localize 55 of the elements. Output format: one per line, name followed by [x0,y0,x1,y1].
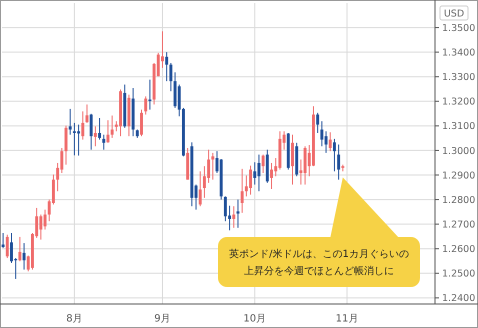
candlestick [77,124,80,156]
candlestick [169,62,172,92]
candlestick [236,199,240,228]
candlestick [249,165,252,196]
candlestick [98,117,102,140]
candlestick [324,130,328,154]
candlestick [165,52,168,82]
y-tick-label: 1.3300 [442,72,476,84]
candlestick [94,126,97,147]
y-tick-label: 1.3000 [442,146,476,157]
candlestick [320,120,324,147]
x-tick-label: 10月 [243,314,266,324]
candlestick [2,232,5,248]
annotation: 英ポンド/米ドルは、この1カ月ぐらいの上昇分を今週でほとんど帳消しに [229,248,409,277]
candlestick [106,120,110,144]
candlestick [270,162,273,190]
y-tick-label: 1.3200 [442,96,476,108]
candlestick [144,96,148,116]
candlestick [262,154,265,174]
candlestick [72,122,76,156]
y-tick-label: 1.2900 [442,170,476,182]
candlestick [291,134,294,186]
candlestick [211,152,214,180]
candlestick [68,108,72,136]
x-tick-label: 8月 [66,314,83,324]
candlestick [86,104,88,124]
candlestick [6,234,9,259]
candlestick [148,79,152,110]
y-tick-label: 1.3500 [442,22,476,34]
y-axis-title: USD [444,8,464,20]
candlestick [10,232,13,264]
y-tick-label: 1.2700 [442,219,476,230]
y-tick-label: 1.2800 [442,194,476,206]
candlestick [44,209,47,230]
candlestick [81,110,84,140]
candlestick [22,242,26,270]
x-tick-label: 9月 [154,314,171,324]
candlestick [337,144,340,180]
candlestick [140,109,143,137]
candlestick [39,214,42,240]
y-tick-label: 1.3400 [442,47,476,58]
candlestick [240,168,244,214]
candlestick [257,154,260,192]
candlestick [316,112,320,134]
candlestick [18,236,22,262]
y-tick-label: 1.3100 [442,121,476,132]
y-tick-label: 1.2600 [442,244,476,256]
candlestick [110,115,114,138]
candlestick [224,196,227,222]
x-tick-label: 11月 [336,314,358,324]
candlestick [64,125,68,166]
candlestick [90,113,93,150]
y-tick-label: 1.2500 [442,268,476,280]
y-tick-label: 1.2400 [442,293,476,304]
candlestick [332,138,336,172]
